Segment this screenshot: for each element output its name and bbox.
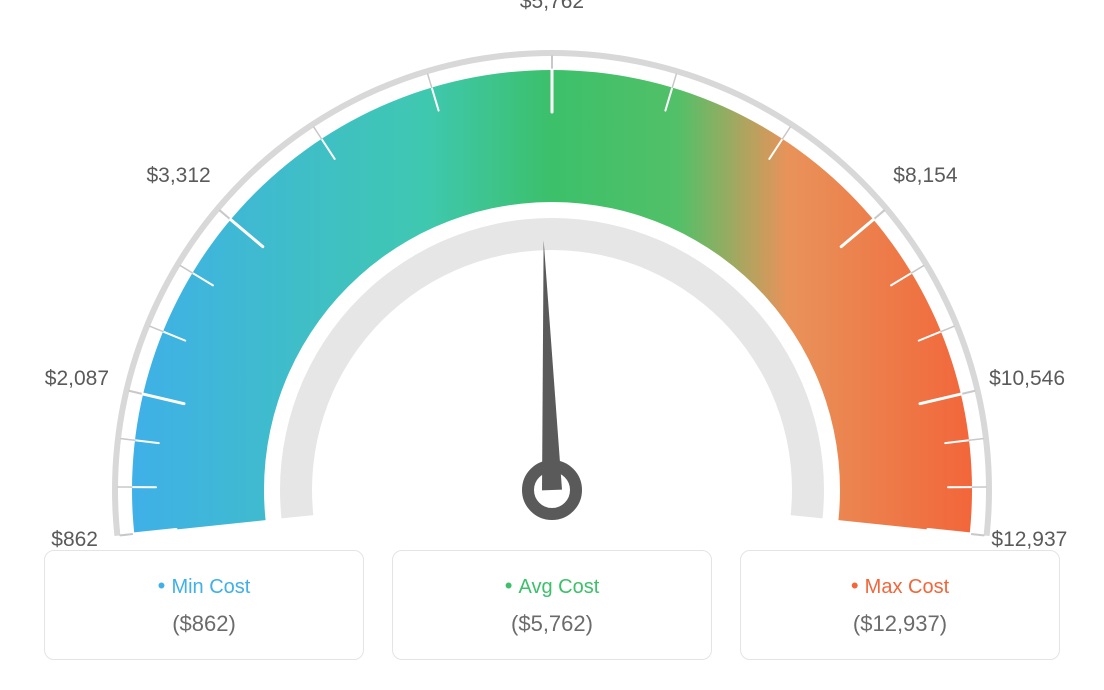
gauge-tick-label: $5,762 xyxy=(520,0,584,14)
gauge-container: $862$2,087$3,312$5,762$8,154$10,546$12,9… xyxy=(0,0,1104,540)
avg-cost-value: ($5,762) xyxy=(413,611,691,637)
gauge-tick-label: $10,546 xyxy=(989,367,1065,391)
max-cost-value: ($12,937) xyxy=(761,611,1039,637)
min-cost-card: Min Cost ($862) xyxy=(44,550,364,660)
avg-cost-card: Avg Cost ($5,762) xyxy=(392,550,712,660)
avg-cost-title: Avg Cost xyxy=(413,573,691,599)
summary-cards: Min Cost ($862) Avg Cost ($5,762) Max Co… xyxy=(0,550,1104,660)
gauge-tick-label: $862 xyxy=(51,528,98,552)
gauge-tick-label: $8,154 xyxy=(893,164,957,188)
gauge-tick-label: $3,312 xyxy=(146,164,210,188)
min-cost-value: ($862) xyxy=(65,611,343,637)
gauge-svg xyxy=(0,0,1104,560)
gauge-tick-label: $2,087 xyxy=(45,367,109,391)
max-cost-card: Max Cost ($12,937) xyxy=(740,550,1060,660)
min-cost-title: Min Cost xyxy=(65,573,343,599)
max-cost-title: Max Cost xyxy=(761,573,1039,599)
gauge-tick-label: $12,937 xyxy=(991,528,1067,552)
